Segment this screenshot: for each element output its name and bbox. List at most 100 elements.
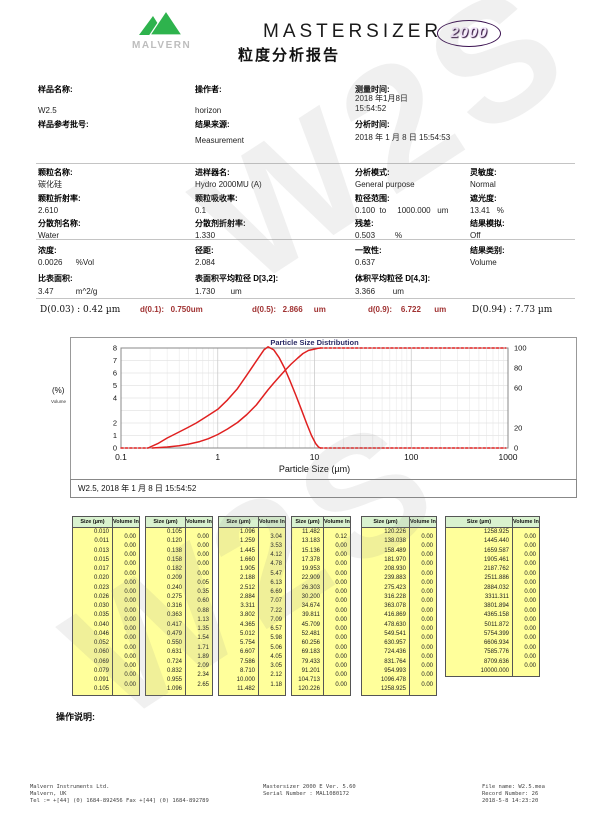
- size-cell: 1659.587: [483, 547, 509, 554]
- volume-cell: 0.00: [124, 598, 136, 605]
- size-cell: 1.096: [166, 686, 182, 693]
- size-cell: 19.953: [301, 566, 320, 572]
- field-value-accessory_name: Hydro 2000MU (A): [195, 180, 262, 189]
- volume-cell: 6.57: [270, 626, 282, 632]
- volume-cell: 0.00: [124, 626, 136, 632]
- volume-cell: 1.13: [197, 616, 209, 623]
- field-value-size_range: 0.100 to 1000.000 um: [355, 206, 449, 215]
- d-value-3: d(0.9): 6.722 um: [368, 305, 447, 314]
- chart-frame: Particle Size Distribution 8 7 6 5 4 2 1 0 100 80 6…: [70, 337, 577, 480]
- d-value-2: d(0.5): 2.866 um: [252, 305, 326, 314]
- volume-column: 0.12 0.00 0.00 0.00 0.00 0.00 0.00 0.00 0.00 0.00…: [324, 528, 350, 690]
- volume-cell: 5.47: [270, 570, 282, 577]
- footer-center-line: Mastersizer 2000 E Ver. 5.60: [263, 784, 356, 790]
- volume-cell: 0.00: [124, 579, 136, 586]
- volume-cell: 0.00: [335, 681, 347, 688]
- size-cell: 5011.872: [484, 621, 509, 628]
- chart-legend: W2.5, 2018 年 1 月 8 日 15:54:52: [70, 479, 577, 498]
- volume-cell: 0.00: [335, 589, 347, 595]
- field-value-result_emulation: Off: [470, 231, 481, 240]
- field-value-sample_name: W2.5: [38, 106, 57, 115]
- size-cell: 630.957: [384, 640, 406, 646]
- size-cell: 831.764: [384, 658, 406, 665]
- table-column-3: Size (µm)Volume In %1.0961.2591.4451.660…: [218, 516, 286, 696]
- volume-cell: 0.00: [124, 607, 136, 614]
- field-value-result_units: Volume: [470, 258, 497, 267]
- section-divider: [36, 298, 575, 299]
- chart-y-axis-label: (%): [52, 386, 65, 395]
- size-cell: 11.482: [237, 686, 255, 693]
- size-column: 120.226 138.038 158.489 181.970 208.930 239.8…: [362, 528, 410, 695]
- size-cell: 26.303: [301, 584, 320, 591]
- volume-cell: 0.00: [524, 635, 536, 642]
- volume-cell: 1.89: [197, 653, 209, 660]
- size-cell: 724.436: [384, 649, 406, 656]
- volume-cell: 0.88: [197, 607, 209, 614]
- volume-cell: 3.04: [270, 533, 282, 540]
- volume-cell: 3.53: [270, 542, 282, 549]
- volume-cell: 1.71: [197, 644, 209, 651]
- size-cell: 549.541: [384, 630, 406, 637]
- field-label-sample_name: 样品名称:: [38, 85, 73, 94]
- field-value-measure_time: 2018 年1月8日 15:54:52: [355, 94, 408, 113]
- size-cell: 79.433: [301, 658, 320, 665]
- volume-cell: 0.00: [335, 607, 347, 614]
- volume-cell: 2.09: [197, 663, 209, 669]
- size-cell: 0.158: [166, 556, 182, 563]
- table-header-volume: Volume In %: [410, 519, 436, 525]
- volume-cell: 0.00: [524, 663, 536, 669]
- volume-cell: 0.00: [335, 579, 347, 586]
- field-label-analysis_model: 分析模式:: [355, 168, 390, 177]
- field-value-sensitivity: Normal: [470, 180, 496, 189]
- size-cell: 0.550: [166, 640, 182, 646]
- table-header-volume: Volume In %: [513, 519, 539, 525]
- volume-cell: 0.00: [421, 561, 433, 568]
- volume-cell: 0.00: [421, 663, 433, 669]
- volume-cell: 0.00: [335, 616, 347, 623]
- volume-cell: 7.09: [270, 616, 282, 623]
- series-volume-frequency: [147, 346, 322, 449]
- table-header-volume: Volume In %: [113, 519, 139, 525]
- size-cell: 275.423: [384, 584, 406, 591]
- section-divider: [36, 239, 575, 240]
- size-cell: 34.674: [301, 603, 320, 609]
- table-header-size: Size (µm): [292, 517, 324, 527]
- field-label-size_range: 粒径范围:: [355, 194, 390, 203]
- size-column: 0.010 0.011 0.013 0.015 0.017 0.020 0.023 0.026…: [73, 528, 113, 695]
- size-cell: 0.030: [93, 603, 109, 609]
- volume-cell: 0.00: [124, 616, 136, 623]
- table-body: 1258.925 1445.440 1659.587 1905.461 2187.762…: [446, 528, 539, 676]
- volume-cell: 7.22: [270, 607, 282, 614]
- footer-left-line: Malvern, UK: [30, 791, 67, 797]
- volume-cell: 0.00: [524, 579, 536, 586]
- size-cell: 363.078: [384, 603, 406, 609]
- volume-cell: 7.07: [270, 598, 282, 605]
- volume-cell: 0.00: [421, 542, 433, 549]
- volume-cell: 0.00: [335, 653, 347, 660]
- volume-cell: 0.00: [335, 644, 347, 651]
- volume-cell: 0.00: [335, 672, 347, 679]
- y-tick-right: 20: [514, 424, 522, 433]
- volume-cell: 0.00: [421, 533, 433, 540]
- table-header-size: Size (µm): [219, 517, 259, 527]
- table-column-5: Size (µm)Volume In %120.226138.038158.48…: [361, 516, 437, 696]
- size-cell: 1905.461: [483, 556, 509, 563]
- size-cell: 0.120: [166, 538, 182, 545]
- size-column: 0.105 0.120 0.138 0.158 0.182 0.209 0.240 0.275…: [146, 528, 186, 695]
- volume-cell: 0.00: [524, 533, 536, 540]
- size-cell: 0.020: [93, 575, 109, 582]
- size-cell: 0.417: [166, 621, 182, 628]
- size-cell: 1258.925: [483, 529, 509, 535]
- field-label-dispersant_name: 分散剂名称:: [38, 219, 81, 228]
- field-value-d43: 3.366 um: [355, 287, 404, 296]
- footer-left-line: Malvern Instruments Ltd.: [30, 784, 110, 790]
- volume-column: 0.00 0.00 0.00 0.00 0.00 0.00 0.00 0.00 0.00 0.00…: [513, 528, 539, 671]
- y-tick-left: 2: [113, 419, 117, 428]
- size-cell: 4.365: [239, 621, 255, 628]
- volume-cell: 0.00: [421, 607, 433, 614]
- y-tick-right: 0: [514, 444, 518, 453]
- table-header: Size (µm)Volume In %: [73, 517, 139, 528]
- particle-size-distribution-chart: Particle Size Distribution87654210100806…: [71, 338, 576, 479]
- field-value-analysis_model: General purpose: [355, 180, 415, 189]
